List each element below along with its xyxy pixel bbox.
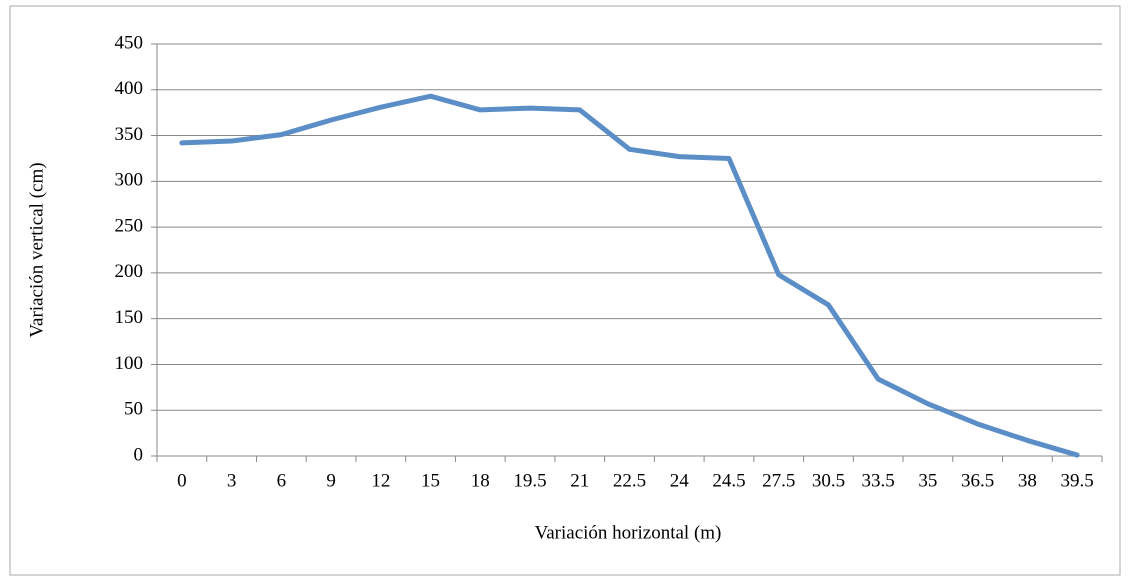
x-tick-label: 38: [1018, 470, 1037, 491]
y-tick-label: 250: [115, 215, 144, 236]
x-tick-label: 19.5: [513, 470, 546, 491]
x-tick-label: 12: [371, 470, 390, 491]
x-tick-label: 36.5: [961, 470, 994, 491]
y-tick-label: 150: [115, 307, 144, 328]
x-tick-label: 30.5: [812, 470, 845, 491]
y-tick-label: 100: [115, 353, 144, 374]
y-tick-label: 400: [115, 78, 144, 99]
x-tick-label: 33.5: [862, 470, 895, 491]
y-tick-label: 300: [115, 170, 144, 191]
x-tick-label: 39.5: [1061, 470, 1094, 491]
chart-frame: [9, 5, 1121, 576]
x-tick-label: 35: [918, 470, 937, 491]
x-tick-label: 3: [227, 470, 237, 491]
x-tick-label: 22.5: [613, 470, 646, 491]
y-tick-label: 450: [115, 32, 144, 53]
x-tick-label: 24: [670, 470, 690, 491]
x-axis-label: Variación horizontal (m): [535, 522, 722, 543]
x-tick-label: 27.5: [762, 470, 795, 491]
x-tick-label: 24.5: [712, 470, 745, 491]
x-tick-label: 9: [326, 470, 336, 491]
x-tick-label: 0: [177, 470, 187, 491]
x-tick-label: 6: [277, 470, 287, 491]
x-tick-label: 21: [570, 470, 589, 491]
line-series: [179, 93, 1080, 458]
y-axis-label: Variación vertical (cm): [26, 162, 47, 337]
x-tick-label: 15: [421, 470, 440, 491]
y-tick-label: 0: [134, 444, 144, 465]
y-tick-label: 350: [115, 124, 144, 145]
y-tick-label: 50: [124, 399, 143, 420]
y-tick-label: 200: [115, 261, 144, 282]
x-tick-label: 18: [471, 470, 490, 491]
